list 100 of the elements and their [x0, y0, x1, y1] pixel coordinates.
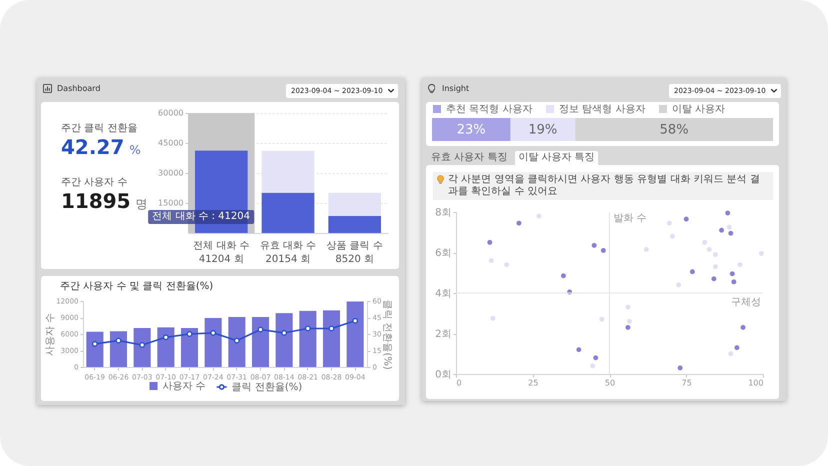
- bar: [322, 310, 340, 367]
- point: [576, 347, 582, 352]
- point: [210, 330, 216, 336]
- point: [740, 324, 746, 330]
- point: [719, 228, 724, 233]
- y-tick-label: 2회: [435, 329, 452, 340]
- point: [281, 330, 288, 336]
- bar: [110, 331, 128, 367]
- point: [684, 216, 689, 222]
- text: Dashboard: [57, 84, 100, 94]
- bar: [299, 310, 316, 367]
- point: [488, 258, 494, 264]
- chart-title: 주간 사용자 수 및 클릭 전환율(%): [60, 281, 214, 292]
- point: [712, 264, 718, 270]
- bar: [204, 318, 222, 367]
- point: [678, 365, 683, 370]
- point: [725, 210, 730, 216]
- text: 11895 명: [61, 189, 148, 213]
- point: [711, 276, 716, 282]
- chart-title: Insight: [442, 84, 470, 94]
- x-tick-label: 전체 대화 수: [193, 240, 250, 252]
- legend-label: 클릭 전환율(%): [232, 382, 302, 393]
- y-tick-label: 6회: [435, 248, 452, 259]
- point: [690, 269, 695, 274]
- y-tick-label: 45000: [158, 138, 184, 148]
- data-label: 58%: [660, 122, 689, 138]
- text: 주간 클릭 전환율: [61, 122, 138, 135]
- point: [516, 220, 522, 226]
- legend-label: 정보 탐색형 사용자: [559, 104, 646, 115]
- x-tick-label: 50: [604, 378, 616, 388]
- bar: [328, 192, 381, 216]
- point: [258, 326, 264, 332]
- point: [593, 355, 598, 360]
- point: [627, 318, 632, 324]
- point: [328, 326, 334, 332]
- data-label: 20154 회: [266, 254, 310, 265]
- point: [712, 252, 718, 257]
- point: [116, 338, 122, 344]
- point: [644, 247, 649, 252]
- point: [186, 331, 192, 337]
- text: 유효 사용자 특징: [430, 151, 508, 165]
- point: [730, 271, 735, 276]
- point: [599, 316, 604, 322]
- legend-label: 추천 목적형 사용자: [446, 104, 532, 115]
- y-tick-label: 4회: [435, 288, 452, 300]
- point: [304, 326, 311, 332]
- x-tick-label: 100: [748, 378, 764, 388]
- bar: [86, 332, 104, 367]
- point: [738, 262, 742, 268]
- bar: [157, 327, 174, 367]
- point: [504, 262, 510, 268]
- point: [728, 351, 734, 356]
- info-banner: 각 사분면 영역을 클릭하시면 사용자 행동 유형별 대화 키워드 분석 결과를 확인하실 수 있어요: [433, 172, 773, 200]
- x-tick-label: 유효 대화 수: [260, 240, 316, 252]
- legend-label: 이탈 사용자: [672, 104, 726, 115]
- point: [676, 282, 682, 288]
- point: [702, 240, 708, 245]
- data-label: 23%: [456, 122, 486, 138]
- bar: [180, 328, 198, 367]
- point: [561, 273, 566, 278]
- y-tick-label: 60000: [158, 108, 184, 118]
- ref-line-label: 발화 수: [614, 213, 647, 224]
- point: [536, 214, 542, 218]
- x-tick-label: 0: [456, 378, 462, 388]
- point: [728, 230, 734, 236]
- bar: [346, 302, 364, 367]
- point: [625, 304, 630, 310]
- y-tick-label: 0회: [435, 370, 452, 380]
- bar: [328, 216, 381, 233]
- point: [162, 334, 169, 340]
- bar: [262, 192, 314, 233]
- data-label: 8520 회: [335, 254, 374, 265]
- bar: [276, 313, 293, 367]
- point: [139, 342, 146, 348]
- x-tick-label: 25: [528, 378, 538, 388]
- point: [600, 248, 606, 253]
- tab: 이탈 사용자 특징: [515, 151, 598, 165]
- y2-axis-title: 클릭 전환율(%): [381, 299, 392, 370]
- point: [590, 363, 596, 368]
- point: [487, 240, 492, 245]
- bar: [262, 150, 314, 193]
- point: [731, 279, 736, 284]
- y-tick-label: 30000: [158, 168, 184, 178]
- y-tick-label: 8회: [435, 208, 452, 218]
- point: [726, 224, 732, 230]
- point: [734, 345, 740, 350]
- data-label: 41204 회: [198, 254, 244, 265]
- y-axis-title: 사용자 수: [45, 312, 56, 356]
- point: [706, 247, 712, 252]
- x-tick-label: 75: [682, 378, 692, 388]
- y-tick-label: 15000: [158, 198, 184, 208]
- bar: [134, 328, 151, 367]
- tooltip: 전체 대화 수 : 41204: [148, 210, 254, 224]
- point: [490, 316, 496, 321]
- x-tick-label: 상품 클릭 수: [326, 240, 383, 252]
- point: [92, 341, 98, 347]
- bar: [228, 316, 246, 367]
- point: [592, 242, 597, 248]
- text: 42.27 %: [61, 135, 141, 159]
- point: [234, 338, 240, 344]
